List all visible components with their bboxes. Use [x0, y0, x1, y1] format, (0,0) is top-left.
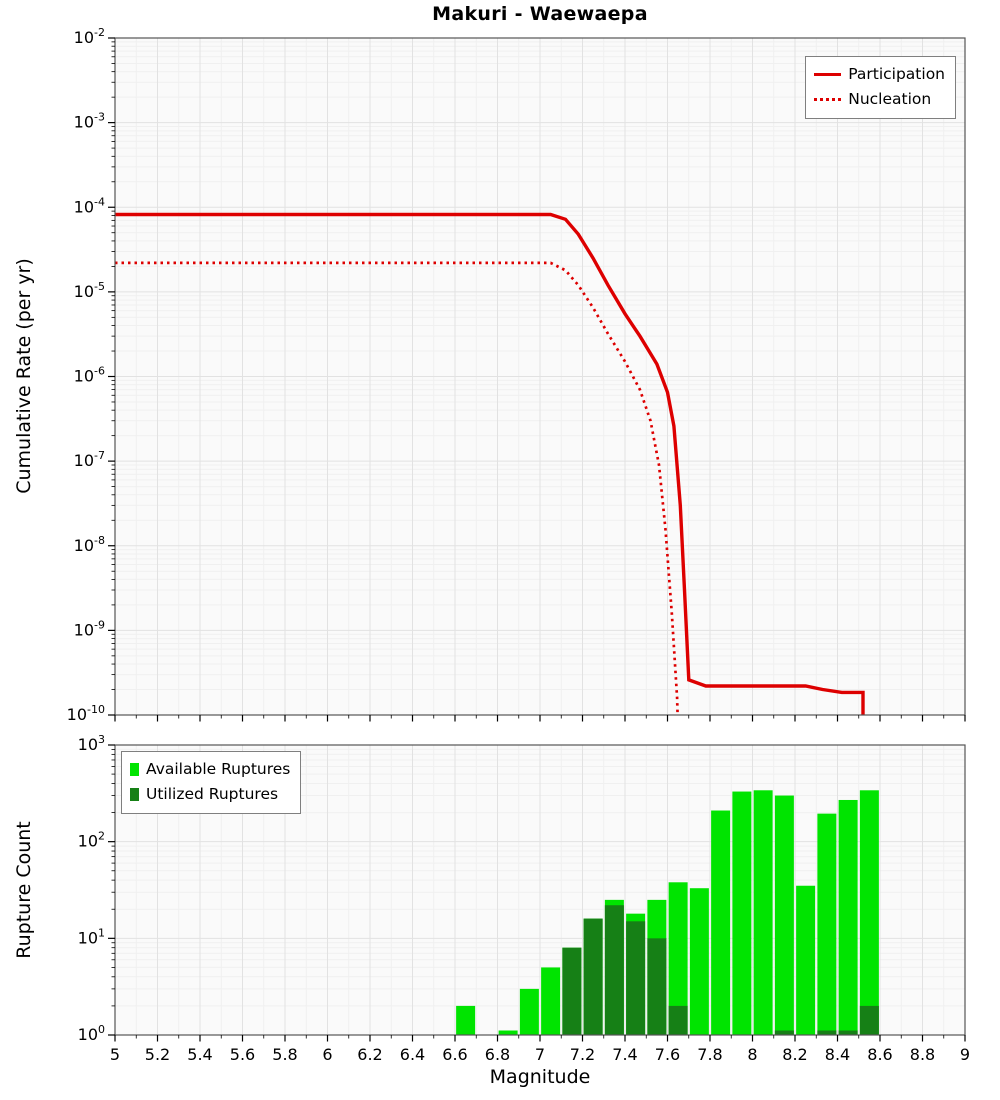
rate-legend: Participation Nucleation [805, 56, 956, 119]
legend-item-participation: Participation [814, 62, 945, 87]
utilized-bar [583, 918, 603, 1035]
x-tick-label: 8.4 [825, 1045, 850, 1064]
x-tick-label: 8.8 [910, 1045, 935, 1064]
utilized-bar [604, 905, 624, 1035]
x-tick-label: 7.2 [570, 1045, 595, 1064]
available-bar [456, 1005, 476, 1035]
available-swatch [130, 762, 139, 776]
utilized-bar [774, 1030, 794, 1035]
participation-line [115, 212, 865, 715]
utilized-bar [626, 921, 646, 1035]
available-bar [519, 988, 539, 1035]
y-tick-label: 102 [78, 830, 105, 851]
utilized-swatch [130, 787, 139, 801]
utilized-bar [859, 1005, 879, 1035]
x-tick-label: 6.8 [485, 1045, 510, 1064]
rupture-count-bars [456, 790, 879, 1035]
legend-item-available: Available Ruptures [130, 757, 290, 782]
nucleation-line-key [814, 97, 842, 101]
x-tick-label: 5 [110, 1045, 120, 1064]
x-tick-label: 6 [322, 1045, 332, 1064]
x-tick-label: 8.6 [867, 1045, 892, 1064]
available-bar [541, 967, 561, 1035]
y-tick-label: 101 [78, 926, 105, 947]
utilized-label: Utilized Ruptures [146, 784, 279, 803]
count-axis-label: Rupture Count [13, 821, 35, 959]
x-tick-label: 7 [535, 1045, 545, 1064]
x-tick-label: 6.6 [442, 1045, 467, 1064]
legend-item-utilized: Utilized Ruptures [130, 782, 290, 807]
y-tick-label: 10-2 [74, 26, 105, 47]
available-bar [711, 810, 731, 1035]
x-tick-label: 8 [747, 1045, 757, 1064]
y-tick-label: 103 [78, 733, 105, 754]
available-bar [859, 790, 879, 1035]
available-bar [774, 795, 794, 1035]
available-bar [689, 888, 709, 1035]
chart-title: Makuri - Waewaepa [432, 3, 648, 25]
x-tick-label: 6.4 [400, 1045, 425, 1064]
x-tick-label: 8.2 [782, 1045, 807, 1064]
nucleation-label: Nucleation [848, 89, 932, 108]
x-tick-label: 7.8 [697, 1045, 722, 1064]
available-bar [668, 882, 688, 1035]
available-bar [498, 1030, 518, 1035]
available-label: Available Ruptures [146, 760, 291, 778]
available-bar [796, 885, 816, 1035]
participation-line-key [814, 72, 842, 76]
x-tick-label: 7.6 [655, 1045, 680, 1064]
magnitude-axis-label: Magnitude [489, 1066, 591, 1088]
x-tick-label: 7.4 [612, 1045, 637, 1064]
utilized-bar [647, 938, 667, 1035]
x-tick-label: 5.8 [272, 1045, 297, 1064]
rate-axis-label: Cumulative Rate (per yr) [13, 258, 35, 494]
available-bar [817, 813, 837, 1035]
y-tick-label: 10-7 [74, 449, 105, 470]
x-tick-label: 9 [960, 1045, 970, 1064]
y-tick-label: 10-3 [74, 111, 105, 132]
available-bar [753, 790, 773, 1035]
x-tick-label: 6.2 [357, 1045, 382, 1064]
y-tick-label: 10-8 [74, 534, 105, 555]
x-tick-label: 5.6 [230, 1045, 255, 1064]
utilized-bar [562, 947, 582, 1035]
legend-item-nucleation: Nucleation [814, 87, 945, 112]
y-tick-label: 100 [78, 1023, 105, 1044]
utilized-bar [668, 1005, 688, 1035]
y-tick-label: 10-6 [74, 365, 105, 386]
nucleation-line [115, 261, 679, 715]
available-bar [732, 791, 752, 1035]
y-tick-label: 10-9 [74, 618, 105, 639]
x-tick-label: 5.4 [187, 1045, 212, 1064]
x-tick-label: 5.2 [145, 1045, 170, 1064]
count-legend: Available Ruptures Utilized Ruptures [121, 751, 302, 814]
utilized-bar [838, 1030, 858, 1035]
utilized-bar [817, 1030, 837, 1035]
participation-label: Participation [848, 65, 945, 83]
available-bar [838, 799, 858, 1035]
y-tick-label: 10-10 [67, 703, 105, 724]
y-tick-label: 10-5 [74, 280, 105, 301]
y-tick-label: 10-4 [74, 195, 105, 216]
